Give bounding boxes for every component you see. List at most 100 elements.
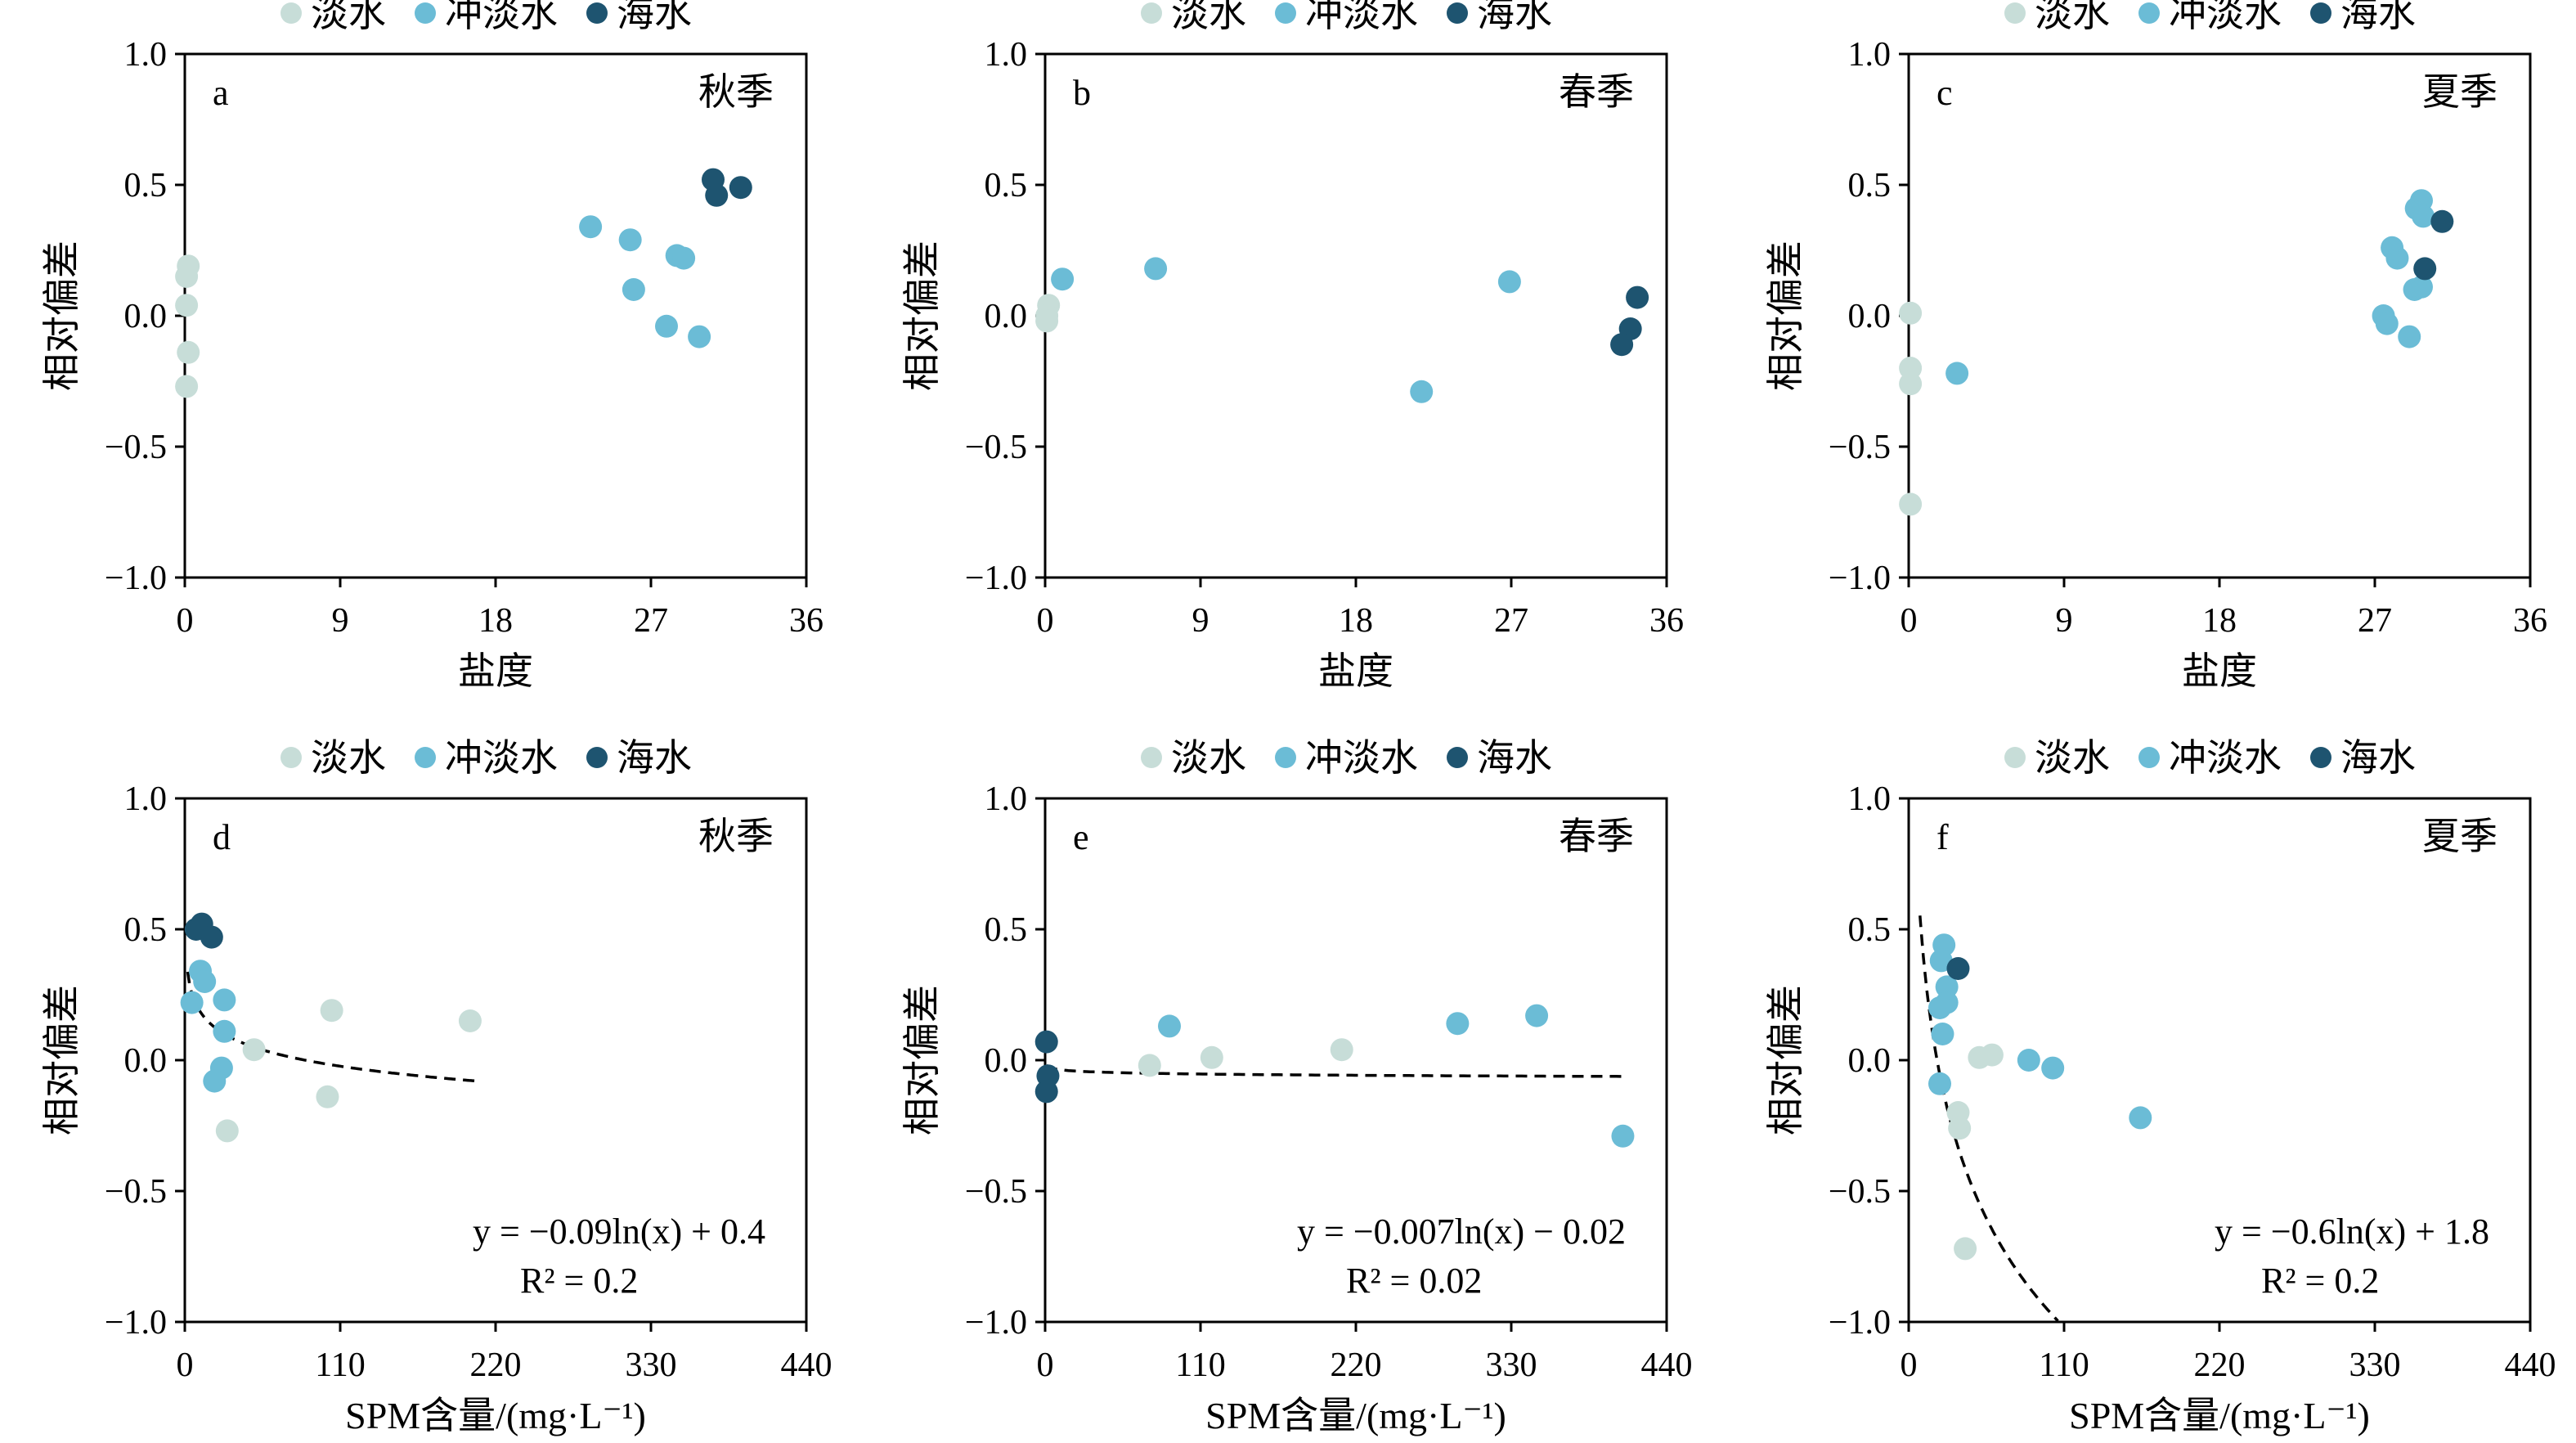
chart-panel-c: 1.0 0.5 0.0 −0.5 −1.0 0 9 18 27 36 盐度 相对偏差 c 夏季 淡水 冲淡水 海… bbox=[1765, 0, 2547, 692]
data-point bbox=[1035, 309, 1059, 333]
data-point bbox=[2413, 257, 2437, 281]
legend-marker bbox=[586, 747, 608, 768]
y-tick-label: −1.0 bbox=[1829, 1304, 1891, 1342]
data-point bbox=[1158, 1014, 1181, 1038]
data-point bbox=[1446, 1012, 1470, 1036]
fit-r2: R² = 0.2 bbox=[520, 1261, 638, 1301]
data-point bbox=[672, 246, 696, 270]
x-tick-label: 0 bbox=[1901, 1346, 1918, 1384]
y-tick-label: 1.0 bbox=[985, 36, 1028, 74]
y-tick-label: 0.5 bbox=[985, 167, 1028, 205]
x-tick-label: 220 bbox=[2194, 1346, 2246, 1384]
panel-letter: d bbox=[213, 817, 231, 857]
data-point bbox=[180, 991, 204, 1014]
chart-panel-f: 1.0 0.5 0.0 −0.5 −1.0 0 110 220 330 440 SPM含量/(mg·… bbox=[1765, 737, 2556, 1436]
data-point bbox=[1899, 301, 1923, 325]
legend-marker bbox=[2138, 2, 2160, 24]
legend-marker bbox=[415, 747, 436, 768]
data-point bbox=[1330, 1038, 1353, 1062]
x-axis-label: 盐度 bbox=[1318, 650, 1393, 692]
x-axis-label: SPM含量/(mg·L⁻¹) bbox=[345, 1395, 646, 1436]
x-tick-label: 0 bbox=[1901, 602, 1918, 640]
data-point bbox=[1899, 357, 1923, 380]
data-point bbox=[2412, 205, 2435, 228]
legend: 淡水 冲淡水 海水 bbox=[2004, 737, 2416, 779]
legend-label: 冲淡水 bbox=[445, 0, 558, 34]
legend: 淡水 冲淡水 海水 bbox=[2004, 0, 2416, 34]
x-tick-label: 0 bbox=[1037, 1346, 1054, 1384]
legend-label: 海水 bbox=[1477, 0, 1552, 34]
panel-letter: b bbox=[1073, 73, 1091, 113]
chart-panel-d: 1.0 0.5 0.0 −0.5 −1.0 0 110 220 330 440 SPM含量/(mg·… bbox=[41, 737, 832, 1436]
data-point bbox=[242, 1038, 266, 1062]
chart-panel-b: 1.0 0.5 0.0 −0.5 −1.0 0 9 18 27 36 盐度 相对偏差 b 春季 淡水 冲淡水 海… bbox=[901, 0, 1684, 692]
data-point bbox=[1051, 267, 1075, 291]
data-point bbox=[213, 1019, 236, 1043]
fit-curve bbox=[1919, 915, 2059, 1322]
legend-label: 淡水 bbox=[2035, 0, 2110, 34]
data-point bbox=[705, 183, 729, 207]
y-tick-label: 0.0 bbox=[985, 298, 1028, 335]
legend-label: 海水 bbox=[1477, 737, 1552, 779]
x-tick-label: 27 bbox=[2358, 602, 2392, 640]
data-point bbox=[1034, 1080, 1058, 1104]
x-tick-label: 440 bbox=[2505, 1346, 2556, 1384]
legend-label: 淡水 bbox=[2035, 737, 2110, 779]
x-tick-label: 18 bbox=[478, 602, 513, 640]
y-tick-label: −0.5 bbox=[105, 1173, 167, 1211]
y-tick-label: −1.0 bbox=[1829, 560, 1891, 597]
data-point bbox=[1935, 975, 1959, 999]
data-point bbox=[622, 278, 645, 301]
plot-frame bbox=[1907, 52, 2532, 579]
data-point bbox=[1899, 372, 1923, 396]
y-tick-label: 0.5 bbox=[985, 911, 1028, 949]
legend-marker bbox=[415, 2, 436, 24]
data-point bbox=[193, 970, 217, 993]
data-point bbox=[177, 340, 200, 364]
legend-marker bbox=[1447, 2, 1468, 24]
data-point bbox=[1034, 1030, 1058, 1054]
y-axis-label: 相对偏差 bbox=[901, 985, 943, 1135]
x-tick-label: 110 bbox=[1175, 1346, 1225, 1384]
y-axis-label: 相对偏差 bbox=[41, 985, 83, 1135]
y-tick-label: −1.0 bbox=[105, 560, 167, 597]
legend-label: 淡水 bbox=[311, 0, 386, 34]
season-label: 夏季 bbox=[2422, 816, 2497, 857]
panel-letter: c bbox=[1936, 73, 1953, 113]
legend: 淡水 冲淡水 海水 bbox=[280, 737, 692, 779]
y-tick-label: 0.5 bbox=[124, 911, 168, 949]
data-point bbox=[1525, 1004, 1549, 1027]
x-tick-label: 0 bbox=[1037, 602, 1054, 640]
legend-marker bbox=[2138, 747, 2160, 768]
legend-label: 冲淡水 bbox=[2169, 0, 2282, 34]
data-point bbox=[2410, 275, 2433, 299]
x-tick-label: 110 bbox=[2039, 1346, 2089, 1384]
legend-marker bbox=[2004, 747, 2026, 768]
y-tick-label: 0.0 bbox=[985, 1042, 1028, 1080]
y-tick-label: 1.0 bbox=[124, 780, 168, 818]
x-tick-label: 330 bbox=[626, 1346, 677, 1384]
data-point bbox=[203, 1069, 227, 1093]
y-tick-label: 0.0 bbox=[1848, 298, 1892, 335]
plot-frame bbox=[183, 52, 808, 579]
data-point bbox=[175, 294, 199, 317]
data-point bbox=[2041, 1056, 2065, 1080]
data-point bbox=[2385, 246, 2409, 270]
legend: 淡水 冲淡水 海水 bbox=[1141, 737, 1552, 779]
data-point bbox=[1928, 1072, 1951, 1095]
data-point bbox=[2375, 312, 2399, 335]
y-tick-label: −1.0 bbox=[965, 1304, 1027, 1342]
data-point bbox=[1138, 1054, 1161, 1077]
data-point bbox=[618, 228, 642, 252]
season-label: 秋季 bbox=[698, 816, 774, 857]
legend-label: 淡水 bbox=[1171, 0, 1246, 34]
y-tick-label: 1.0 bbox=[124, 36, 168, 74]
y-tick-label: 0.5 bbox=[1848, 911, 1892, 949]
data-point bbox=[1945, 362, 1969, 385]
data-point bbox=[1899, 492, 1923, 516]
legend-label: 海水 bbox=[617, 737, 692, 779]
legend: 淡水 冲淡水 海水 bbox=[1141, 0, 1552, 34]
x-axis-label: SPM含量/(mg·L⁻¹) bbox=[1205, 1395, 1506, 1436]
data-point bbox=[1610, 333, 1634, 357]
season-label: 秋季 bbox=[698, 71, 774, 113]
